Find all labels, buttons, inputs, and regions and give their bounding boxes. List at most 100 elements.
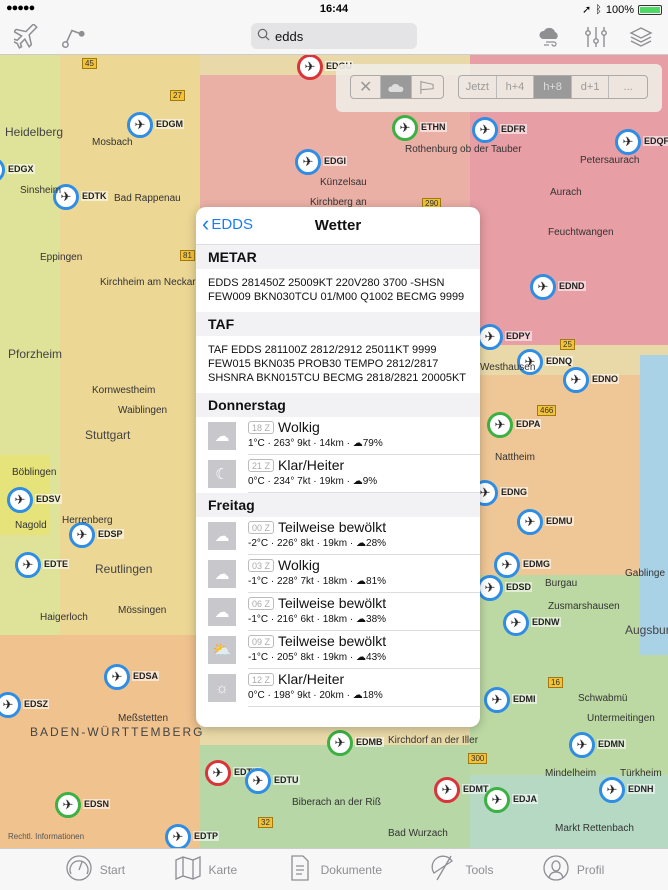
city-label: Pforzheim bbox=[8, 347, 63, 361]
metar-header: METAR bbox=[196, 245, 480, 269]
tab-dokumente[interactable]: Dokumente bbox=[285, 849, 382, 890]
status-bar: ●●●●● 16:44 ➚ ᛒ 100% bbox=[0, 0, 668, 18]
airport-marker[interactable]: ✈ bbox=[297, 55, 323, 80]
airport-code: EDMB bbox=[355, 737, 384, 747]
city-label: Reutlingen bbox=[95, 562, 153, 576]
forecast-row[interactable]: ☁ 06 Z Teilweise bewölkt -1°C · 216° 6kt · … bbox=[196, 593, 480, 631]
time-button-0[interactable]: Jetzt bbox=[459, 76, 497, 98]
airport-marker[interactable]: ✈ bbox=[484, 787, 510, 813]
forecast-heading: 00 Z Teilweise bewölkt bbox=[248, 519, 386, 535]
airport-marker[interactable]: ✈ bbox=[434, 777, 460, 803]
airport-marker[interactable]: ✈ bbox=[563, 367, 589, 393]
divider bbox=[248, 492, 480, 493]
city-label: Waiblingen bbox=[118, 405, 168, 416]
airport-marker[interactable]: ✈ bbox=[503, 610, 529, 636]
city-label: Mössingen bbox=[118, 605, 167, 616]
cloud-icon[interactable] bbox=[381, 76, 412, 98]
sliders-icon[interactable] bbox=[583, 24, 609, 50]
airport-marker[interactable]: ✈ bbox=[477, 575, 503, 601]
airport-code: EDSZ bbox=[23, 699, 50, 709]
forecast-row[interactable]: ☁ 03 Z Wolkig -1°C · 228° 7kt · 18km · ☁81% bbox=[196, 555, 480, 593]
airport-marker[interactable]: ✈ bbox=[517, 349, 543, 375]
city-label: Nattheim bbox=[495, 452, 536, 463]
forecast-heading: 12 Z Klar/Heiter bbox=[248, 671, 344, 687]
forecast-details: 1°C · 263° 9kt · 14km · ☁79% bbox=[248, 438, 383, 449]
airport-code: EDSA bbox=[132, 671, 160, 681]
airport-code: EDPY bbox=[505, 331, 532, 341]
hour-badge: 18 Z bbox=[248, 420, 275, 434]
city-label: Eppingen bbox=[40, 252, 83, 263]
time-button-4[interactable]: ... bbox=[623, 81, 633, 93]
city-label: Kirchberg an bbox=[310, 197, 367, 208]
airport-code: EDMG bbox=[522, 559, 551, 569]
airport-marker[interactable]: ✈ bbox=[599, 777, 625, 803]
airport-marker[interactable]: ✈ bbox=[615, 129, 641, 155]
airport-marker[interactable]: ✈ bbox=[104, 664, 130, 690]
route-icon[interactable] bbox=[60, 24, 86, 50]
airport-marker[interactable]: ✈ bbox=[165, 824, 191, 848]
airport-marker[interactable]: ✈ bbox=[15, 552, 41, 578]
airplane-icon[interactable] bbox=[11, 22, 40, 50]
city-label: Markt Rettenbach bbox=[555, 823, 634, 834]
airport-marker[interactable]: ✈ bbox=[530, 274, 556, 300]
airport-marker[interactable]: ✈ bbox=[569, 732, 595, 758]
city-label: Mosbach bbox=[92, 137, 133, 148]
airport-marker[interactable]: ✈ bbox=[245, 768, 271, 794]
panel-title: Wetter bbox=[314, 217, 362, 234]
airport-marker[interactable]: ✈ bbox=[477, 324, 503, 350]
airport-marker[interactable]: ✈ bbox=[517, 509, 543, 535]
tab-profil[interactable]: Profil bbox=[541, 849, 604, 890]
time-button-2[interactable]: h+8 bbox=[534, 76, 572, 98]
legal-info-link[interactable]: Rechtl. Informationen bbox=[8, 832, 85, 841]
forecast-row[interactable]: ☁ 00 Z Teilweise bewölkt -2°C · 226° 8kt · … bbox=[196, 517, 480, 555]
city-label: Meßstetten bbox=[118, 713, 169, 724]
airport-code: EDNH bbox=[627, 784, 655, 794]
airport-marker[interactable]: ✈ bbox=[295, 149, 321, 175]
airport-marker[interactable]: ✈ bbox=[55, 792, 81, 818]
weather-cloud-icon[interactable] bbox=[537, 24, 563, 50]
layers-icon[interactable] bbox=[628, 24, 654, 50]
forecast-row[interactable]: ⛅ 09 Z Teilweise bewölkt -1°C · 205° 8kt · … bbox=[196, 631, 480, 669]
city-label: Kirchdorf an der Iller bbox=[388, 735, 479, 746]
airport-marker[interactable]: ✈ bbox=[205, 760, 231, 786]
layer-selector: ✕ bbox=[350, 75, 444, 99]
chevron-left-icon: ‹ bbox=[202, 211, 210, 236]
airport-marker[interactable]: ✈ bbox=[392, 115, 418, 141]
city-label: Böblingen bbox=[12, 467, 57, 478]
time-button-1[interactable]: h+4 bbox=[497, 76, 535, 98]
windsock-icon[interactable] bbox=[412, 76, 443, 98]
airport-marker[interactable]: ✈ bbox=[472, 117, 498, 143]
airport-marker[interactable]: ✈ bbox=[487, 412, 513, 438]
close-icon[interactable]: ✕ bbox=[351, 76, 382, 98]
top-toolbar: edds bbox=[0, 18, 668, 55]
airport-marker[interactable]: ✈ bbox=[494, 552, 520, 578]
map-region bbox=[640, 355, 668, 655]
forecast-row[interactable]: ☾ 21 Z Klar/Heiter 0°C · 234° 7kt · 19km · … bbox=[196, 455, 480, 493]
airport-marker[interactable]: ✈ bbox=[484, 687, 510, 713]
city-label: Herrenberg bbox=[62, 515, 113, 526]
search-input[interactable]: edds bbox=[251, 23, 417, 49]
condition: Wolkig bbox=[278, 419, 320, 435]
forecast-heading: 06 Z Teilweise bewölkt bbox=[248, 595, 386, 611]
airport-marker[interactable]: ✈ bbox=[327, 730, 353, 756]
weather-layer-controls: ✕ Jetzt h+4 h+8 d+1... bbox=[336, 64, 662, 112]
back-button[interactable]: ‹ EDDS bbox=[202, 211, 253, 236]
forecast-row[interactable]: ☁ 18 Z Wolkig 1°C · 263° 9kt · 14km · ☁79% bbox=[196, 417, 480, 455]
speedometer-icon bbox=[64, 853, 94, 886]
airport-marker[interactable]: ✈ bbox=[7, 487, 33, 513]
airport-marker[interactable]: ✈ bbox=[127, 112, 153, 138]
tab-tools[interactable]: Tools bbox=[429, 849, 493, 890]
divider bbox=[248, 554, 480, 555]
panel-header: ‹ EDDS Wetter bbox=[196, 207, 480, 245]
time-button-3[interactable]: d+1 bbox=[572, 76, 610, 98]
hour-badge: 00 Z bbox=[248, 520, 275, 534]
airport-marker[interactable]: ✈ bbox=[69, 522, 95, 548]
road-shield: 45 bbox=[82, 58, 97, 69]
metar-text: EDDS 281450Z 25009KT 220V280 3700 -SHSN … bbox=[208, 277, 465, 303]
tab-start[interactable]: Start bbox=[64, 849, 125, 890]
tab-karte[interactable]: Karte bbox=[173, 849, 237, 890]
forecast-row[interactable]: ☼ 12 Z Klar/Heiter 0°C · 198° 9kt · 20km · … bbox=[196, 669, 480, 707]
airport-marker[interactable]: ✈ bbox=[53, 184, 79, 210]
airport-marker[interactable]: ✈ bbox=[0, 692, 21, 718]
road-shield: 16 bbox=[548, 677, 563, 688]
